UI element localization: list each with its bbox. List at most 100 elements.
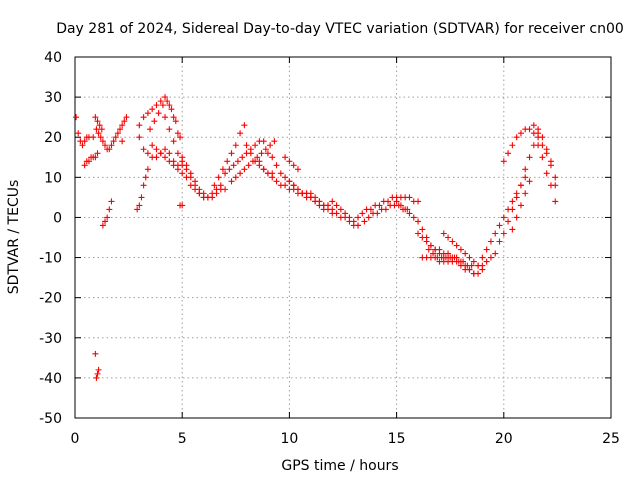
series-t25 — [355, 194, 422, 221]
data-point — [226, 166, 233, 173]
y-tick-label: 10 — [44, 170, 62, 186]
data-point — [149, 142, 156, 149]
data-point — [282, 174, 289, 181]
series-t23 — [307, 194, 362, 229]
data-point — [522, 190, 529, 197]
x-tick-label: 10 — [280, 431, 298, 447]
data-point — [99, 138, 106, 145]
series-t36 — [535, 142, 559, 205]
data-point — [543, 146, 550, 153]
data-point — [282, 154, 289, 161]
data-point — [170, 114, 177, 121]
y-tick-label: -20 — [39, 291, 62, 307]
data-point — [530, 130, 537, 137]
data-point — [222, 186, 229, 193]
data-point — [157, 150, 164, 157]
data-point — [457, 246, 464, 253]
data-point — [286, 178, 293, 185]
data-point — [406, 194, 413, 201]
data-point — [355, 222, 362, 229]
data-point — [75, 130, 82, 137]
series-t17 — [228, 138, 278, 185]
data-point — [440, 230, 447, 237]
data-point — [329, 198, 336, 205]
series-t16 — [222, 138, 267, 177]
data-point — [267, 142, 274, 149]
series-t8 — [136, 134, 186, 169]
data-point — [192, 178, 199, 185]
data-point — [104, 214, 111, 221]
data-point — [174, 166, 181, 173]
data-point — [513, 134, 520, 141]
data-point — [282, 182, 289, 189]
data-point — [271, 138, 278, 145]
data-point — [92, 114, 99, 121]
data-point — [522, 174, 529, 181]
data-point — [526, 178, 533, 185]
data-point — [449, 238, 456, 245]
data-point — [269, 154, 276, 161]
data-point — [526, 154, 533, 161]
data-point — [93, 126, 100, 133]
data-point — [153, 154, 160, 161]
series-t14 — [177, 202, 186, 209]
data-point — [108, 198, 115, 205]
series-t30 — [419, 254, 452, 265]
data-point — [342, 210, 349, 217]
data-point — [505, 150, 512, 157]
data-point — [151, 118, 158, 125]
x-tick-label: 15 — [388, 431, 406, 447]
data-point — [509, 206, 516, 213]
data-point — [294, 166, 301, 173]
data-point — [254, 154, 261, 161]
data-point — [361, 218, 368, 225]
data-point — [237, 170, 244, 177]
data-point — [196, 186, 203, 193]
series-t12 — [162, 114, 211, 201]
data-point — [385, 198, 392, 205]
data-point — [170, 138, 177, 145]
data-point — [140, 182, 147, 189]
data-point — [425, 246, 432, 253]
data-point — [303, 190, 310, 197]
data-point — [112, 134, 119, 141]
data-point — [166, 150, 173, 157]
series-t4 — [93, 114, 130, 153]
data-point — [500, 158, 507, 165]
data-point — [547, 162, 554, 169]
data-point — [183, 162, 190, 169]
series-t35 — [530, 122, 559, 189]
data-point — [415, 198, 422, 205]
x-tick-labels: 0 5 10 15 20 25 — [71, 57, 620, 447]
data-point — [224, 158, 231, 165]
data-point — [382, 206, 389, 213]
data-point — [93, 374, 100, 381]
data-point — [406, 210, 413, 217]
data-point — [170, 162, 177, 169]
data-point — [247, 150, 254, 157]
data-point — [496, 222, 503, 229]
data-point — [324, 206, 331, 213]
data-point — [140, 114, 147, 121]
data-point — [423, 238, 430, 245]
data-point — [312, 198, 319, 205]
data-point — [94, 370, 101, 377]
data-point — [436, 246, 443, 253]
data-point — [187, 170, 194, 177]
data-point — [415, 218, 422, 225]
data-point — [365, 214, 372, 221]
data-point — [102, 218, 109, 225]
data-point — [162, 154, 169, 161]
data-point — [114, 130, 121, 137]
data-point — [359, 210, 366, 217]
data-point — [260, 166, 267, 173]
data-point — [97, 134, 104, 141]
data-point — [177, 134, 184, 141]
data-point — [505, 218, 512, 225]
x-tick-label: 5 — [178, 431, 187, 447]
data-point — [509, 226, 516, 233]
x-tick-label: 25 — [602, 431, 620, 447]
data-point — [397, 202, 404, 209]
data-point — [453, 242, 460, 249]
